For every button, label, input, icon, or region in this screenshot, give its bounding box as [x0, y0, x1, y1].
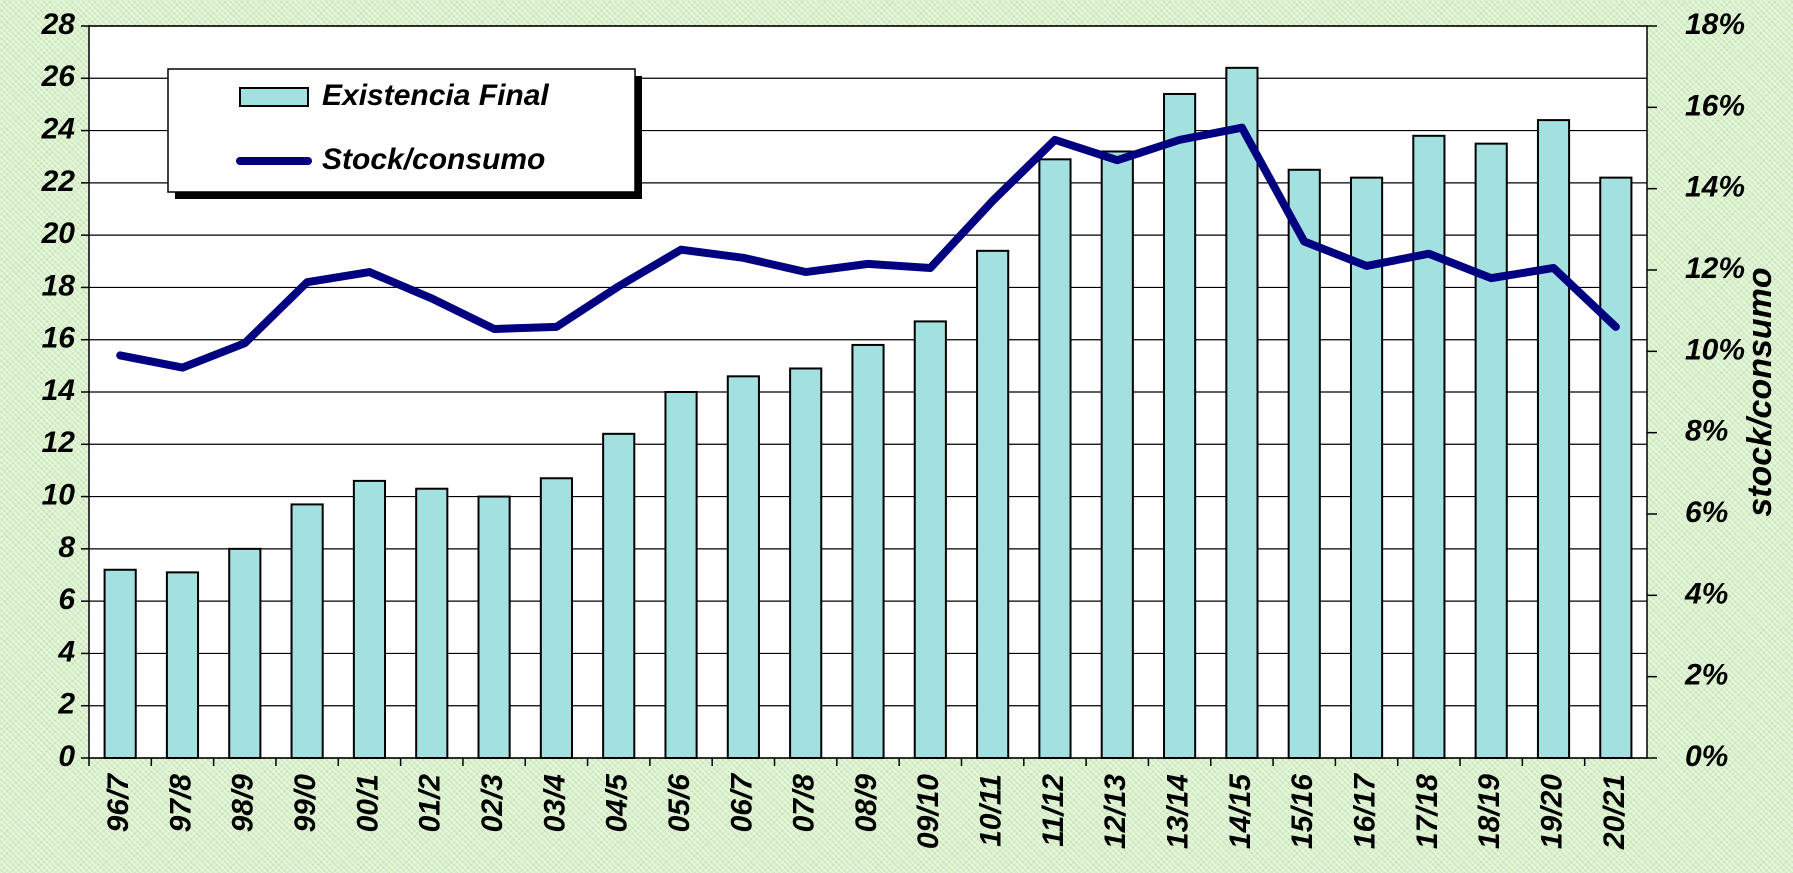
x-tick-label: 96/7 — [102, 773, 135, 833]
bar — [664, 391, 698, 759]
x-tick-label: 07/8 — [788, 774, 821, 833]
bar — [539, 477, 573, 759]
x-tick-label: 05/6 — [663, 774, 696, 833]
x-tick-label: 00/1 — [351, 774, 384, 832]
y2-axis-label: stock/consumo — [1741, 267, 1779, 516]
x-tick-label: 11/12 — [1037, 774, 1070, 847]
bar — [228, 547, 262, 759]
bar — [352, 479, 387, 759]
bar — [726, 375, 760, 759]
y-tick-label: 22 — [41, 165, 76, 198]
y-tick-label: 10 — [42, 478, 76, 511]
bar — [976, 249, 1010, 759]
x-tick-label: 14/15 — [1224, 773, 1257, 849]
bar — [290, 503, 324, 759]
bar — [1038, 158, 1072, 760]
x-tick-label: 18/19 — [1473, 774, 1506, 849]
x-tick-label: 16/17 — [1348, 773, 1381, 849]
y2-tick-label: 4% — [1684, 577, 1728, 610]
y-tick-label: 2 — [57, 688, 75, 721]
y-tick-label: 12 — [42, 426, 76, 459]
y2-tick-label: 2% — [1684, 659, 1728, 692]
bar — [1599, 176, 1633, 759]
bar — [103, 568, 137, 759]
y-tick-label: 26 — [41, 60, 76, 93]
x-tick-label: 17/18 — [1411, 774, 1444, 849]
x-tick-label: 09/10 — [912, 774, 945, 849]
bar — [1163, 92, 1197, 759]
y-tick-label: 14 — [42, 374, 76, 407]
y2-tick-label: 8% — [1685, 415, 1728, 448]
y-tick-label: 24 — [41, 112, 76, 145]
x-tick-label: 13/14 — [1162, 774, 1195, 849]
bar — [1287, 168, 1321, 760]
x-tick-label: 99/0 — [289, 774, 322, 833]
y-tick-label: 6 — [58, 583, 75, 616]
x-tick-label: 15/16 — [1286, 774, 1319, 849]
y-tick-label: 4 — [57, 635, 75, 668]
x-tick-label: 08/9 — [850, 774, 883, 833]
y-tick-label: 18 — [42, 269, 76, 302]
bar — [1474, 142, 1508, 759]
bar — [415, 487, 449, 759]
y-tick-label: 8 — [58, 531, 75, 564]
bar — [1412, 134, 1446, 760]
x-tick-label: 10/11 — [975, 774, 1008, 847]
y2-tick-label: 6% — [1685, 496, 1728, 529]
y-tick-label: 16 — [42, 322, 76, 355]
bar — [913, 320, 947, 759]
bar — [1100, 150, 1134, 759]
x-tick-label: 97/8 — [164, 774, 197, 833]
x-tick-label: 98/9 — [227, 774, 260, 833]
bar — [1536, 119, 1571, 760]
y-tick-label: 28 — [41, 8, 76, 41]
bar — [789, 367, 823, 759]
x-tick-label: 20/21 — [1598, 774, 1631, 850]
y2-tick-label: 16% — [1685, 89, 1745, 122]
x-tick-label: 04/5 — [601, 773, 634, 833]
y2-tick-label: 10% — [1685, 333, 1745, 366]
y2-tick-label: 14% — [1685, 171, 1745, 204]
bar — [851, 343, 885, 759]
y2-tick-label: 18% — [1685, 8, 1745, 41]
y2-tick-label: 12% — [1685, 252, 1745, 285]
x-tick-label: 12/13 — [1099, 774, 1132, 849]
legend-label: Stock/consumo — [322, 143, 545, 176]
x-tick-label: 02/3 — [476, 774, 509, 833]
bar — [1349, 176, 1384, 759]
bar — [165, 571, 200, 760]
bar — [602, 432, 636, 759]
y-tick-label: 20 — [41, 217, 76, 250]
legend-swatch — [239, 87, 309, 107]
x-tick-label: 19/20 — [1535, 774, 1568, 849]
line — [116, 123, 1620, 372]
bar — [477, 495, 511, 759]
y-tick-label: 0 — [58, 740, 75, 773]
x-tick-label: 01/2 — [414, 774, 447, 833]
bar — [1225, 66, 1259, 760]
y2-tick-label: 0% — [1685, 740, 1728, 773]
x-tick-label: 03/4 — [538, 774, 571, 833]
legend-label: Existencia Final — [322, 79, 549, 112]
x-tick-label: 06/7 — [725, 773, 758, 833]
